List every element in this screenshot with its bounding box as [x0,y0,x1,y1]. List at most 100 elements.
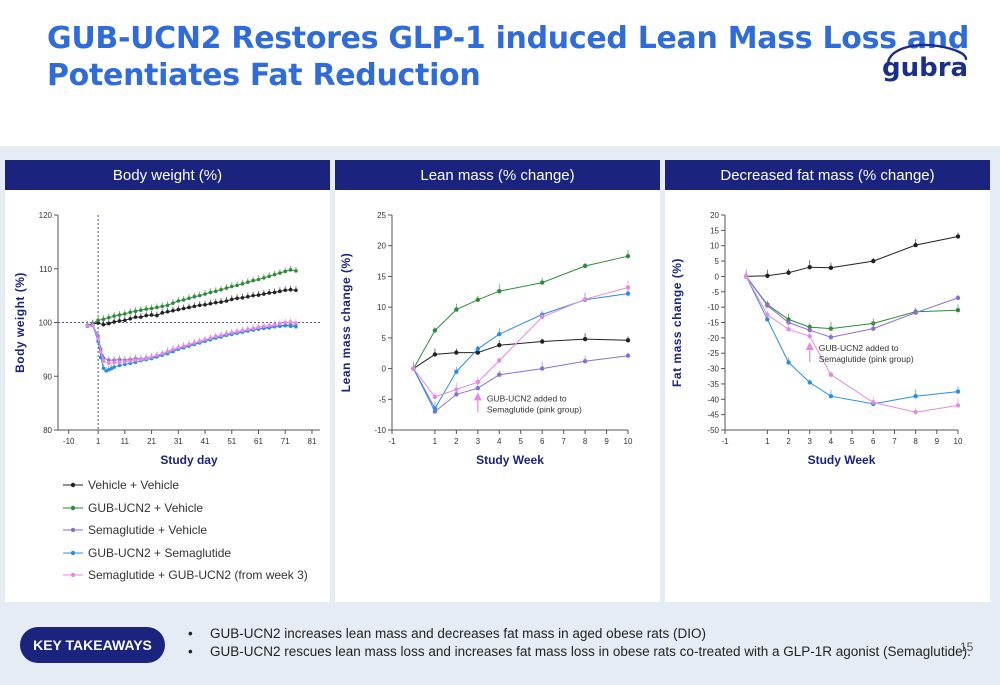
data-point [955,403,961,408]
y-tick-label: -10 [374,426,386,435]
gubra-logo: gubra [882,43,968,83]
legend-label: Semaglutide + Vehicle [88,523,208,537]
x-tick-label: -10 [63,437,75,446]
data-point [294,269,298,273]
data-point [828,265,834,271]
y-tick-label: -25 [707,349,719,358]
data-point [871,326,876,331]
y-tick-label: 10 [377,303,386,312]
x-tick-label: 5 [850,437,855,446]
data-point [283,288,288,293]
legend-label: GUB-UCN2 + Semaglutide [88,545,232,560]
y-tick-label: 20 [377,242,386,251]
x-tick-label: 71 [281,437,290,446]
data-point [625,353,631,358]
data-point [219,333,223,338]
x-tick-label: 10 [624,437,633,446]
series-line [745,276,959,413]
page-number: 15 [960,640,974,654]
data-point [139,308,143,312]
data-point [913,242,918,248]
x-axis-label: Study Week [476,453,544,467]
data-point [283,269,288,274]
data-point [913,409,918,415]
y-axis-label: Fat mass change (%) [670,258,684,387]
data-point [160,304,165,309]
data-point [155,313,159,318]
data-point [288,287,293,292]
x-tick-label: -1 [721,437,729,446]
series-line [413,287,629,398]
data-point [765,303,770,308]
data-point [224,299,229,303]
legend-marker-pink-group [63,572,83,578]
x-tick-label: 3 [476,437,481,446]
y-tick-label: -30 [707,365,719,374]
data-point [123,359,127,364]
y-tick-label: -35 [707,380,719,389]
data-point [96,321,100,325]
key-takeaways-button[interactable]: KEY TAKEAWAYS [20,627,165,663]
data-point [294,321,298,325]
panel-lean-mass: Lean mass (% change) [335,160,660,602]
data-point [229,330,234,335]
data-point [539,314,545,320]
data-point [786,270,791,275]
data-point [149,306,154,311]
data-point [582,359,588,364]
x-tick-label: 11 [121,437,130,446]
data-point [828,372,834,377]
y-tick-label: -50 [707,426,719,435]
data-point [828,335,834,340]
data-point [219,300,223,304]
series-line [87,269,297,326]
data-point [278,271,282,275]
data-point [219,287,223,292]
data-point [101,317,106,322]
data-point [98,350,103,354]
data-point [743,274,749,279]
data-point [411,366,416,371]
data-point [229,297,234,302]
data-point [85,323,90,328]
data-point [203,337,207,342]
data-point [112,314,116,318]
series-line [413,338,629,370]
y-tick-label: 120 [39,211,53,220]
data-point [256,293,261,297]
data-point [294,288,298,293]
data-point [786,360,791,365]
takeaway-item: GUB-UCN2 rescues lean mass loss and incr… [188,643,971,661]
y-tick-label: 5 [715,257,720,266]
data-point [117,313,122,317]
data-point [497,331,502,337]
data-point [149,355,154,359]
x-tick-label: 8 [913,437,918,446]
series-line [745,276,959,405]
data-point [181,306,186,311]
data-point [246,294,250,299]
data-point [765,317,770,322]
data-point [106,321,111,326]
x-tick-label: 7 [561,437,566,446]
series-line [745,276,959,330]
x-tick-label: 1 [433,437,438,446]
data-point [155,353,159,358]
data-point [240,328,245,333]
data-point [267,291,272,295]
data-point [96,336,100,341]
legend-label: Vehicle + Vehicle [88,478,180,492]
data-point [139,315,143,319]
data-point [208,290,213,295]
data-point [246,280,250,284]
data-point [272,322,277,327]
data-point [582,263,588,269]
data-point [213,289,218,294]
data-point [539,366,545,371]
x-tick-label: 9 [935,437,940,446]
data-point [181,344,186,348]
data-point [454,387,459,392]
data-point [197,303,202,308]
data-point [475,350,481,355]
y-tick-label: -40 [707,395,719,404]
